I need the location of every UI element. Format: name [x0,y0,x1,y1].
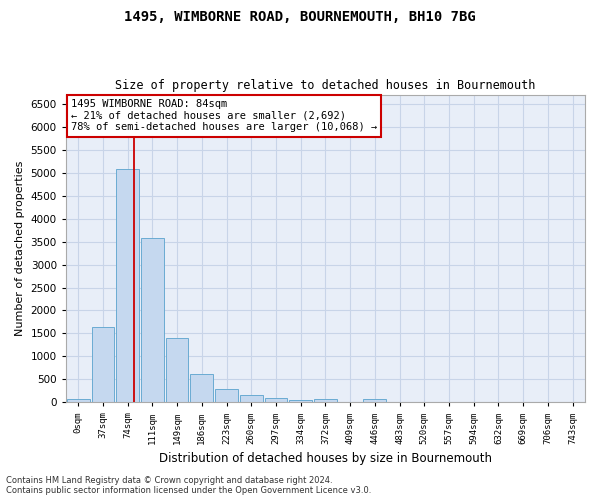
Title: Size of property relative to detached houses in Bournemouth: Size of property relative to detached ho… [115,79,536,92]
Bar [240,396,263,402]
Bar [265,398,287,402]
Bar [67,399,89,402]
Bar [190,374,213,402]
Y-axis label: Number of detached properties: Number of detached properties [15,161,25,336]
Text: Contains HM Land Registry data © Crown copyright and database right 2024.
Contai: Contains HM Land Registry data © Crown c… [6,476,371,495]
Text: 1495 WIMBORNE ROAD: 84sqm
← 21% of detached houses are smaller (2,692)
78% of se: 1495 WIMBORNE ROAD: 84sqm ← 21% of detac… [71,99,377,132]
Text: 1495, WIMBORNE ROAD, BOURNEMOUTH, BH10 7BG: 1495, WIMBORNE ROAD, BOURNEMOUTH, BH10 7… [124,10,476,24]
Bar [215,388,238,402]
Bar [166,338,188,402]
Bar [141,238,164,402]
Bar [364,400,386,402]
X-axis label: Distribution of detached houses by size in Bournemouth: Distribution of detached houses by size … [159,452,492,465]
Bar [92,327,114,402]
Bar [314,400,337,402]
Bar [116,169,139,402]
Bar [289,400,312,402]
